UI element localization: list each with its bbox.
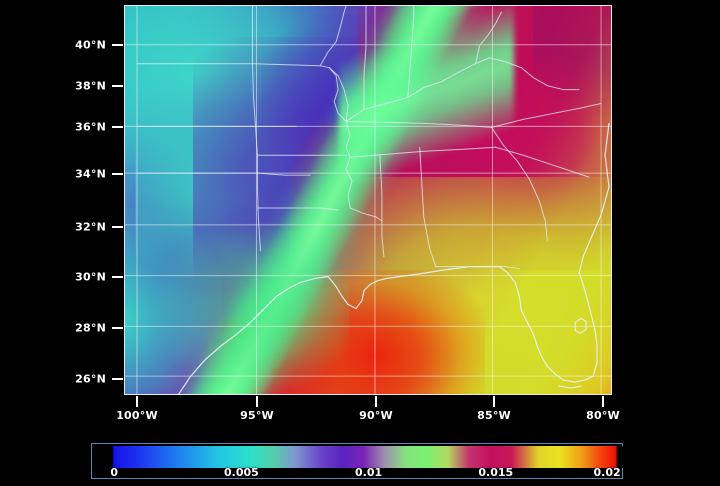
y-tick-28 [112,327,123,329]
y-tick-40 [112,44,123,46]
y-tick-32 [112,226,123,228]
x-axis-label-85w: 85°W [477,409,511,422]
x-axis-label-100w: 100°W [116,409,158,422]
graticule-lines [125,6,611,394]
y-tick-38 [112,85,123,87]
colorbar-gradient-strip [93,446,623,468]
y-axis-label-40n: 40°N [75,38,106,52]
x-tick-90w [375,396,377,407]
state-boundary-lines [136,6,602,270]
colorbar-label-0: 0 [110,466,119,479]
y-axis-label-34n: 34°N [75,167,106,181]
y-tick-26 [112,378,123,380]
y-axis-label-32n: 32°N [75,220,106,234]
x-axis-label-80w: 80°W [586,409,620,422]
x-axis-label-95w: 95°W [240,409,274,422]
colorbar-label-002: 0.02 [593,466,621,479]
x-tick-85w [493,396,495,407]
map-vector-overlay [125,6,611,394]
x-tick-100w [136,396,138,407]
x-axis-label-90w: 90°W [359,409,393,422]
field-teal-southwest [125,207,223,394]
scalar-field-heatmap [125,6,611,394]
y-axis-label-38n: 38°N [75,79,106,93]
colorbar[interactable]: 0 0.005 0.01 0.015 0.02 [91,443,623,479]
x-tick-80w [602,396,604,407]
y-axis-label-36n: 36°N [75,120,106,134]
y-axis-label-26n: 26°N [75,372,106,386]
colorbar-label-001: 0.01 [355,466,383,479]
colorbar-label-0015: 0.015 [478,466,514,479]
map-plot-area [124,5,612,395]
y-tick-30 [112,276,123,278]
colorbar-label-0005: 0.005 [223,466,259,479]
colorbar-tick-labels: 0 0.005 0.01 0.015 0.02 [93,466,623,479]
x-tick-95w [256,396,258,407]
y-axis-label-30n: 30°N [75,270,106,284]
y-axis-label-28n: 28°N [75,321,106,335]
y-tick-36 [112,126,123,128]
y-tick-34 [112,173,123,175]
field-green-appalachian-band [338,6,514,232]
coastline-path [178,122,610,394]
